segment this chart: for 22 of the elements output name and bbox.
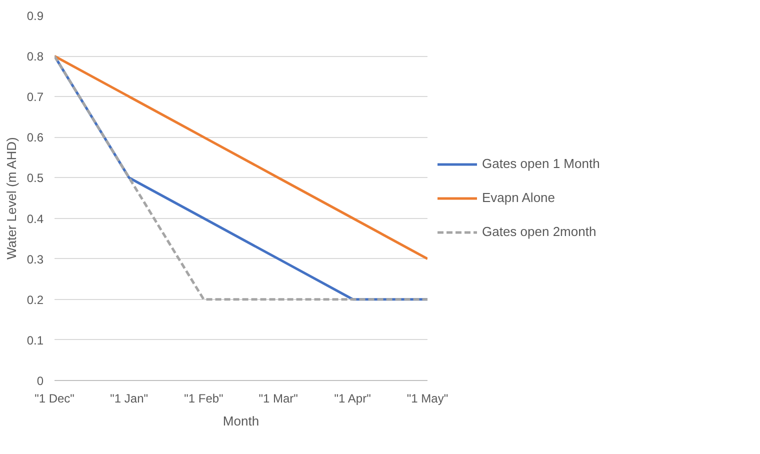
x-tick-label: "1 May" [406,392,448,406]
y-tick-label: 0.6 [26,130,44,145]
y-tick-label: 0.4 [26,212,44,226]
y-tick-label: 0.5 [26,171,44,186]
line-series [54,54,428,260]
legend-label: Gates open 2month [482,224,596,239]
x-axis-title: Month [222,414,260,428]
y-tick-label: 0 [36,374,44,388]
y-tick-label: 0.2 [26,292,44,307]
x-tick-label: "1 Mar" [258,392,298,406]
x-tick-label: "1 Apr" [334,392,371,406]
x-tick-label: "1 Feb" [184,392,224,406]
y-tick-label: 0.7 [26,90,44,104]
legend-label: Gates open 1 Month [482,156,600,171]
legend-label: Evapn Alone [482,190,556,205]
y-tick-label: 0.8 [26,50,44,64]
x-tick-label: "1 Jan" [110,392,148,406]
y-axis-title: Water Level (m AHD) [4,137,19,260]
x-tick-label: "1 Dec" [34,392,74,406]
y-tick-label: 0.3 [26,252,44,266]
y-tick-label: 0.1 [26,333,44,348]
y-tick-label: 0.9 [26,9,44,23]
